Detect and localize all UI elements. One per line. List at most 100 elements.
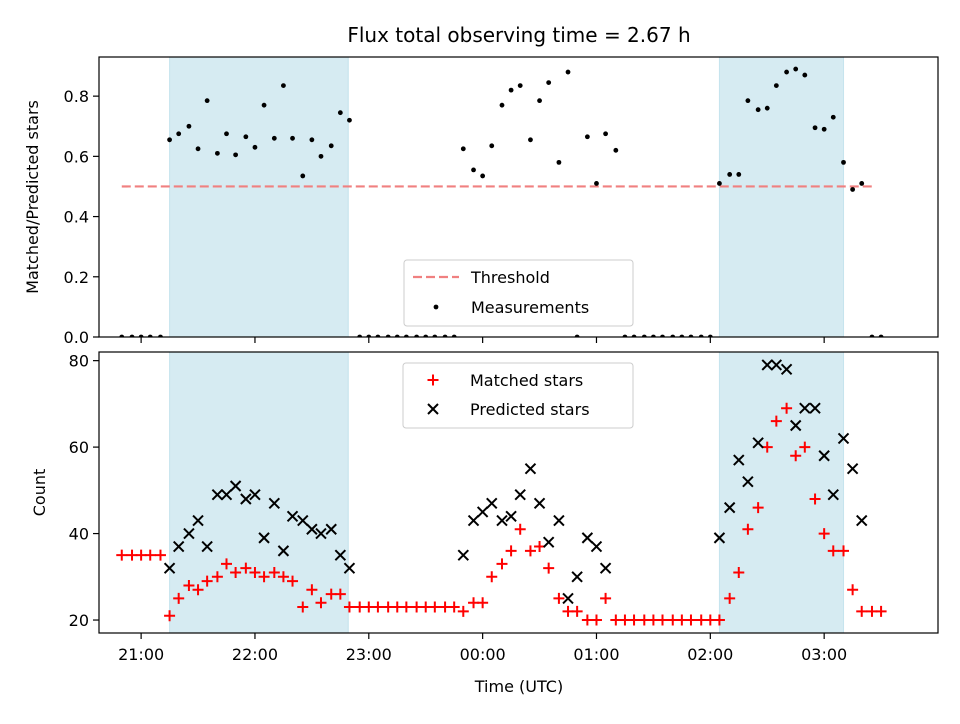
predicted-stars-point (799, 402, 811, 414)
matched-stars-point (724, 592, 736, 604)
predicted-stars-point (742, 475, 754, 488)
measurement-point (290, 135, 295, 141)
predicted-stars-point (780, 363, 793, 375)
matched-stars-point (306, 584, 318, 596)
measurement-point (252, 144, 258, 150)
legend-label: Matched stars (470, 371, 583, 390)
matched-stars-point (268, 566, 280, 578)
y-axis-label: Count (30, 469, 49, 517)
matched-stars-point (799, 441, 811, 453)
predicted-stars-point (286, 510, 299, 522)
measurement-point (841, 159, 846, 165)
predicted-stars-point (220, 488, 233, 501)
predicted-stars-point (334, 549, 347, 561)
matched-stars-point (287, 575, 299, 587)
matched-stars-point (315, 597, 327, 609)
matched-stars-point (400, 601, 412, 613)
measurement-point (802, 72, 808, 78)
matched-stars-point (628, 614, 640, 626)
predicted-stars-point (277, 545, 290, 557)
predicted-stars-point (476, 506, 489, 518)
predicted-stars-point (553, 514, 565, 527)
predicted-stars-point (315, 527, 327, 540)
matched-stars-point (847, 584, 859, 596)
predicted-stars-point (562, 592, 574, 605)
matched-stars-point (249, 566, 261, 578)
x-tick-label: 22:00 (232, 645, 278, 664)
measurement-point (764, 105, 770, 111)
plot-area (116, 359, 887, 626)
predicted-stars-point (297, 514, 309, 527)
measurement-point (613, 147, 619, 153)
matched-stars-point (770, 415, 782, 427)
measurement-point (537, 98, 542, 104)
predicted-stars-point (201, 540, 213, 553)
predicted-stars-point (789, 419, 802, 432)
predicted-stars-point (496, 514, 508, 527)
matched-stars-point (277, 571, 289, 583)
matched-stars-point (258, 571, 270, 583)
y-tick-label: 0.8 (64, 87, 89, 106)
measurement-point (745, 98, 751, 104)
matched-stars-point (343, 601, 355, 613)
measurement-point (328, 143, 334, 149)
measurement-point (499, 102, 505, 108)
measurement-point (565, 69, 571, 75)
shaded-span-2 (718, 351, 845, 634)
legend-label: Measurements (471, 298, 589, 317)
matched-stars-point (657, 614, 669, 626)
predicted-stars-point (211, 488, 224, 501)
measurement-point (850, 187, 856, 192)
matched-stars-point (429, 601, 441, 613)
predicted-stars-point (514, 488, 526, 501)
measurement-point (830, 114, 836, 120)
measurement-point (300, 173, 306, 179)
predicted-stars-point (827, 488, 839, 501)
axes-frame (98, 351, 939, 634)
measurement-point (517, 83, 523, 89)
predicted-stars-point (505, 510, 517, 522)
measurement-point (546, 80, 552, 85)
y-tick-label: 0.2 (64, 268, 89, 287)
predicted-stars-point (571, 571, 583, 583)
matched-stars-point (827, 545, 839, 557)
predicted-stars-point (856, 514, 868, 527)
matched-stars-point (505, 545, 517, 557)
matched-stars-point (457, 605, 469, 617)
predicted-stars-point (581, 532, 594, 544)
measurement-point (821, 126, 827, 132)
predicted-stars-point (229, 480, 242, 492)
matched-stars-point (116, 549, 128, 561)
measurement-point (727, 172, 733, 177)
predicted-stars-point (258, 532, 270, 544)
measurement-point (480, 173, 486, 179)
measurement-point (186, 123, 192, 129)
legend-label: Threshold (470, 268, 550, 287)
predicted-stars-point (249, 488, 261, 501)
measurement-point (233, 152, 239, 158)
matched-stars-point (790, 450, 802, 462)
predicted-stars-point (770, 359, 783, 371)
matched-stars-point (818, 528, 830, 540)
y-tick-label: 60 (69, 438, 89, 457)
measurement-point (460, 146, 466, 152)
measurement-point (489, 143, 495, 149)
measurement-point (309, 137, 315, 143)
measurement-point (167, 137, 172, 143)
legend: Matched stars Predicted stars (402, 362, 634, 429)
matched-stars-point (553, 592, 565, 604)
x-tick-label: 21:00 (118, 645, 164, 664)
matched-stars-point (856, 605, 868, 617)
matched-stars-point (230, 566, 242, 578)
matched-stars-point (372, 601, 384, 613)
matched-stars-point (875, 605, 887, 617)
measurement-point (859, 181, 865, 186)
y-tick-label: 0.4 (64, 208, 89, 227)
measurement-point (281, 83, 286, 89)
legend: Threshold Measurements (403, 259, 634, 327)
predicted-stars-point (172, 540, 185, 553)
matched-stars-point (240, 562, 252, 574)
measurement-point (773, 83, 779, 89)
predicted-stars-point (761, 359, 773, 371)
predicted-stars-point (713, 532, 726, 544)
